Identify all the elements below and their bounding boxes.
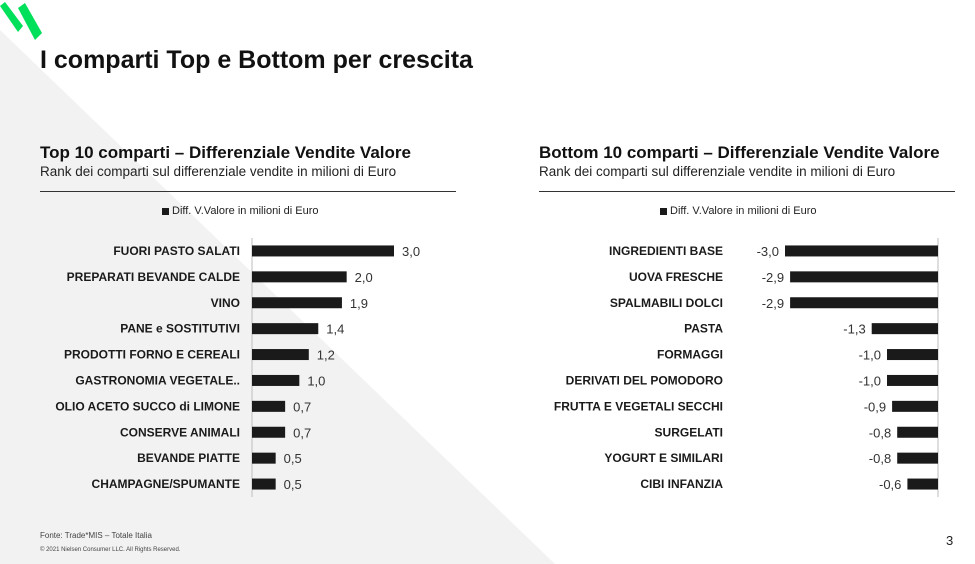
category-label: VINO [211, 296, 240, 310]
top-panel-subtitle: Rank dei comparti sul differenziale vend… [40, 164, 397, 179]
bar [897, 452, 938, 464]
bar [252, 245, 394, 257]
data-label: -2,9 [762, 270, 784, 285]
category-label: SPALMABILI DOLCI [610, 296, 723, 310]
legend-swatch [660, 207, 667, 215]
category-label: PREPARATI BEVANDE CALDE [67, 270, 240, 284]
bar [252, 349, 309, 361]
footer-source: Fonte: Trade*MIS – Totale Italia [40, 531, 152, 540]
bar [897, 426, 938, 438]
bar [252, 426, 286, 438]
data-label: -0,9 [864, 399, 886, 414]
legend-swatch [162, 207, 169, 215]
bar [252, 478, 276, 490]
category-label: PASTA [684, 322, 723, 336]
category-label: OLIO ACETO SUCCO di LIMONE [55, 399, 240, 413]
bar [252, 400, 286, 412]
category-label: SURGELATI [655, 425, 723, 439]
data-label: 1,9 [350, 296, 368, 311]
top-panel-divider [40, 191, 456, 192]
legend-label: Diff. V.Valore in milioni di Euro [670, 205, 817, 217]
category-label: FRUTTA E VEGETALI SECCHI [554, 399, 723, 413]
data-label: 0,5 [284, 451, 302, 466]
bar [887, 349, 938, 361]
bar [785, 245, 938, 257]
bottom-panel-subtitle: Rank dei comparti sul differenziale vend… [539, 164, 896, 179]
data-label: 0,5 [284, 477, 302, 492]
bar [790, 297, 938, 309]
bar [252, 323, 319, 335]
data-label: -3,0 [757, 244, 779, 259]
category-label: BEVANDE PIATTE [137, 451, 240, 465]
data-label: 0,7 [293, 399, 311, 414]
category-label: UOVA FRESCHE [629, 270, 723, 284]
logo-stripe-left [0, 2, 23, 32]
data-label: -0,8 [869, 451, 891, 466]
bar [252, 297, 342, 309]
data-label: 1,0 [307, 373, 325, 388]
bar [907, 478, 938, 490]
data-label: -1,0 [859, 373, 881, 388]
bar [252, 452, 276, 464]
data-label: -0,6 [879, 477, 901, 492]
bar [871, 323, 938, 335]
category-label: FORMAGGI [657, 348, 723, 362]
data-label: -2,9 [762, 296, 784, 311]
page-number: 3 [946, 533, 954, 548]
data-label: 0,7 [293, 425, 311, 440]
category-label: FUORI PASTO SALATI [113, 244, 240, 258]
category-label: CHAMPAGNE/SPUMANTE [92, 477, 240, 491]
page-title: I comparti Top e Bottom per crescita [40, 46, 473, 74]
data-label: -1,0 [859, 348, 881, 363]
data-label: 3,0 [402, 244, 420, 259]
bottom-panel-divider [539, 191, 955, 192]
top-panel-title: Top 10 comparti – Differenziale Vendite … [40, 143, 411, 162]
data-label: -0,8 [869, 425, 891, 440]
bar [252, 271, 347, 283]
category-label: CONSERVE ANIMALI [120, 425, 240, 439]
category-label: PRODOTTI FORNO E CEREALI [64, 348, 240, 362]
bottom-panel-title: Bottom 10 comparti – Differenziale Vendi… [539, 143, 940, 162]
legend-label: Diff. V.Valore in milioni di Euro [172, 205, 319, 217]
data-label: 1,2 [317, 348, 335, 363]
logo-stripe-right [18, 3, 42, 40]
data-label: 2,0 [355, 270, 373, 285]
bar [252, 374, 300, 386]
bar [790, 271, 938, 283]
bottom-chart-legend: Diff. V.Valore in milioni di Euro [660, 205, 817, 217]
category-label: YOGURT E SIMILARI [604, 451, 723, 465]
category-label: PANE e SOSTITUTIVI [120, 322, 240, 336]
category-label: GASTRONOMIA VEGETALE.. [75, 373, 240, 387]
bar [892, 400, 938, 412]
category-label: DERIVATI DEL POMODORO [566, 373, 723, 387]
data-label: -1,3 [843, 322, 865, 337]
category-label: CIBI INFANZIA [640, 477, 723, 491]
category-label: INGREDIENTI BASE [609, 244, 723, 258]
footer-copyright: © 2021 Nielsen Consumer LLC. All Rights … [40, 547, 181, 553]
brand-logo [0, 2, 42, 40]
data-label: 1,4 [326, 322, 344, 337]
top-chart-legend: Diff. V.Valore in milioni di Euro [162, 205, 319, 217]
bar [887, 374, 938, 386]
